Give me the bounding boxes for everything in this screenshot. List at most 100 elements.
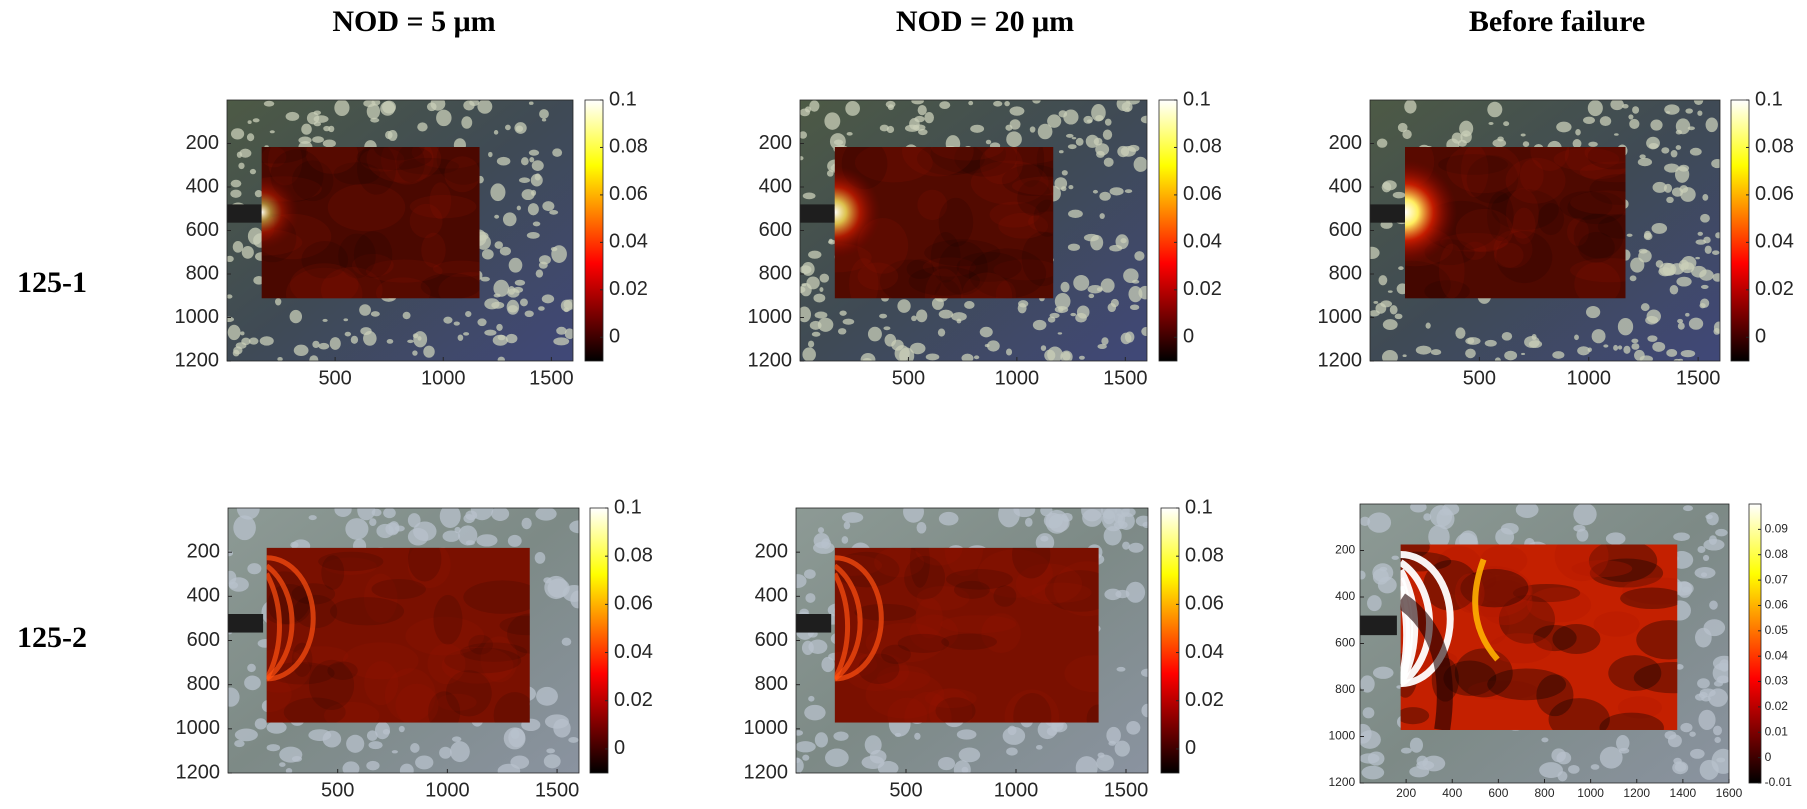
- heat-texture: [904, 691, 952, 723]
- texture: [1134, 251, 1145, 261]
- heat-texture: [371, 578, 426, 600]
- texture: [1576, 528, 1589, 542]
- texture: [864, 735, 882, 755]
- texture: [1061, 170, 1068, 176]
- x-tick-label: 1000: [421, 367, 466, 389]
- texture: [402, 311, 411, 320]
- texture: [263, 100, 275, 107]
- texture: [1083, 115, 1093, 124]
- heat-layer: [834, 146, 1054, 299]
- texture: [521, 189, 535, 201]
- texture: [1054, 306, 1069, 314]
- heat-texture: [301, 241, 349, 279]
- texture: [1697, 110, 1703, 116]
- heat-texture: [922, 257, 977, 277]
- texture: [1109, 187, 1124, 196]
- y-tick-label: 1200: [176, 761, 221, 783]
- heat-texture: [396, 146, 425, 183]
- heat-texture: [1016, 146, 1045, 188]
- texture: [279, 762, 286, 767]
- heat-texture: [293, 594, 338, 629]
- heat-texture: [432, 260, 480, 277]
- texture: [529, 157, 535, 163]
- hotspot: [261, 175, 299, 250]
- heat-texture: [493, 692, 530, 723]
- texture: [1415, 345, 1432, 355]
- strain-band: [266, 572, 282, 681]
- texture: [1096, 287, 1103, 292]
- texture: [1372, 568, 1389, 585]
- panel: 200 400 600 800 1000 1200 1400 1600 200 400 600 800…: [1328, 503, 1792, 800]
- y-tick-label: 400: [1335, 589, 1355, 603]
- texture: [1381, 350, 1398, 361]
- y-tick-label: 200: [755, 540, 788, 562]
- texture: [232, 241, 244, 253]
- texture: [476, 534, 498, 547]
- texture: [490, 183, 506, 202]
- y-tick-label: 600: [1335, 636, 1355, 650]
- texture: [801, 262, 815, 276]
- heat-layer: [266, 547, 530, 723]
- texture: [924, 112, 934, 124]
- heat-layer: [834, 547, 1099, 723]
- heat-texture: [1548, 698, 1610, 730]
- texture: [461, 116, 473, 129]
- texture: [543, 577, 552, 584]
- heat-texture: [887, 697, 928, 723]
- texture: [1613, 344, 1619, 351]
- texture: [502, 212, 517, 227]
- texture: [1392, 191, 1406, 199]
- texture: [228, 581, 239, 589]
- texture: [1713, 328, 1720, 335]
- texture: [407, 339, 414, 344]
- texture: [1073, 274, 1090, 291]
- texture: [308, 515, 317, 521]
- texture: [817, 317, 834, 332]
- texture: [247, 563, 262, 575]
- texture: [1106, 726, 1121, 744]
- x-tick-label: 1000: [425, 779, 470, 801]
- texture: [560, 299, 573, 312]
- texture: [1114, 740, 1130, 757]
- texture: [1029, 126, 1036, 133]
- texture: [903, 508, 924, 523]
- texture: [986, 340, 1000, 352]
- heat-texture: [930, 231, 961, 283]
- x-tick-label: 600: [1488, 786, 1508, 800]
- texture: [801, 640, 814, 655]
- texture: [1400, 747, 1412, 754]
- texture: [1047, 114, 1062, 128]
- texture: [813, 293, 826, 303]
- heat-texture: [970, 160, 1049, 205]
- heat-texture: [398, 157, 460, 175]
- heat-texture: [1498, 594, 1556, 644]
- texture: [1375, 303, 1387, 314]
- texture: [1113, 513, 1124, 523]
- heat-texture: [854, 146, 933, 183]
- texture: [1630, 257, 1645, 273]
- texture: [984, 344, 990, 348]
- heat-texture: [1527, 587, 1592, 623]
- texture: [1695, 256, 1700, 260]
- strain-band: [266, 555, 316, 682]
- colorbar-tick-label: 0.08: [1765, 547, 1789, 561]
- texture: [1116, 666, 1126, 672]
- texture: [1698, 691, 1708, 699]
- texture: [958, 747, 981, 763]
- texture: [1520, 133, 1526, 137]
- hotspot: [834, 166, 881, 259]
- strain-band: [834, 572, 851, 681]
- heat-texture: [428, 691, 461, 723]
- heat-texture: [1512, 583, 1581, 603]
- x-tick-label: 400: [1442, 786, 1462, 800]
- texture: [1687, 126, 1695, 131]
- heat-texture: [1574, 262, 1621, 299]
- heat-texture: [1633, 662, 1678, 694]
- texture: [383, 508, 396, 519]
- texture: [824, 748, 849, 767]
- texture: [879, 313, 888, 319]
- column-title: Before failure: [1469, 5, 1645, 38]
- texture: [1097, 343, 1107, 350]
- texture: [1716, 675, 1729, 684]
- texture: [1071, 137, 1077, 140]
